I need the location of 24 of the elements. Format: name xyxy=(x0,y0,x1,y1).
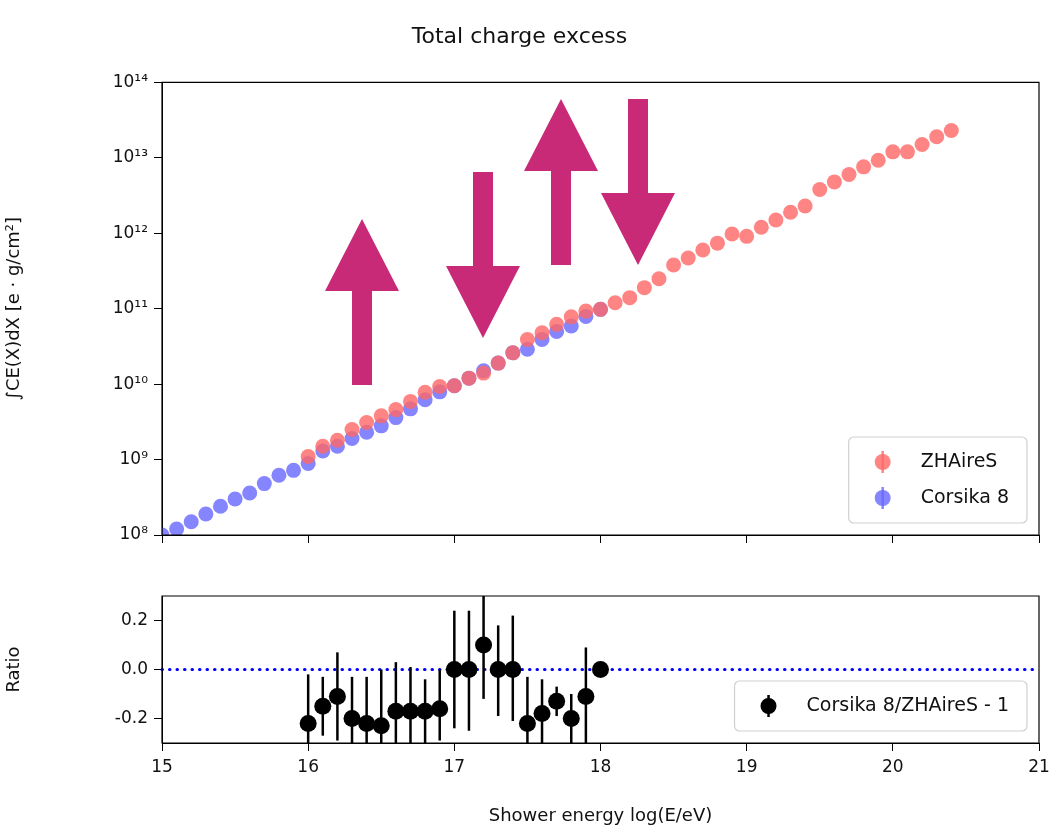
y-tick-label: 0.2 xyxy=(120,608,148,629)
legend-label: ZHAireS xyxy=(920,448,998,471)
y-axis-title: ∫CE(X)dX [e · g/cm²] xyxy=(2,216,24,401)
chart-title: Total charge excess xyxy=(410,22,628,48)
y-tick-label: 10⁹ xyxy=(119,447,149,468)
y-tick-label: 10¹² xyxy=(112,221,148,242)
x-tick-label: 16 xyxy=(297,755,319,776)
y-tick-label: 10¹⁴ xyxy=(112,70,149,91)
y-tick-label: 10¹³ xyxy=(112,146,148,167)
x-tick-label: 17 xyxy=(443,755,466,776)
y-axis-title: Ratio xyxy=(2,646,24,693)
x-tick-label: 15 xyxy=(151,755,173,776)
x-tick-label: 18 xyxy=(589,755,612,776)
legend-label: Corsika 8 xyxy=(920,484,1010,507)
y-tick-label: 0.0 xyxy=(120,657,148,678)
x-tick-label: 20 xyxy=(882,755,904,776)
y-tick-label: 10⁸ xyxy=(119,523,149,544)
x-tick-label: 21 xyxy=(1028,755,1050,776)
y-tick-label: 10¹¹ xyxy=(112,297,148,318)
legend-label: Corsika 8/ZHAireS - 1 xyxy=(806,692,1009,715)
y-tick-label: 10¹⁰ xyxy=(112,372,149,393)
x-tick-label: 19 xyxy=(735,755,758,776)
y-tick-label: -0.2 xyxy=(114,706,148,727)
x-axis-title: Shower energy log(E/eV) xyxy=(488,803,713,825)
